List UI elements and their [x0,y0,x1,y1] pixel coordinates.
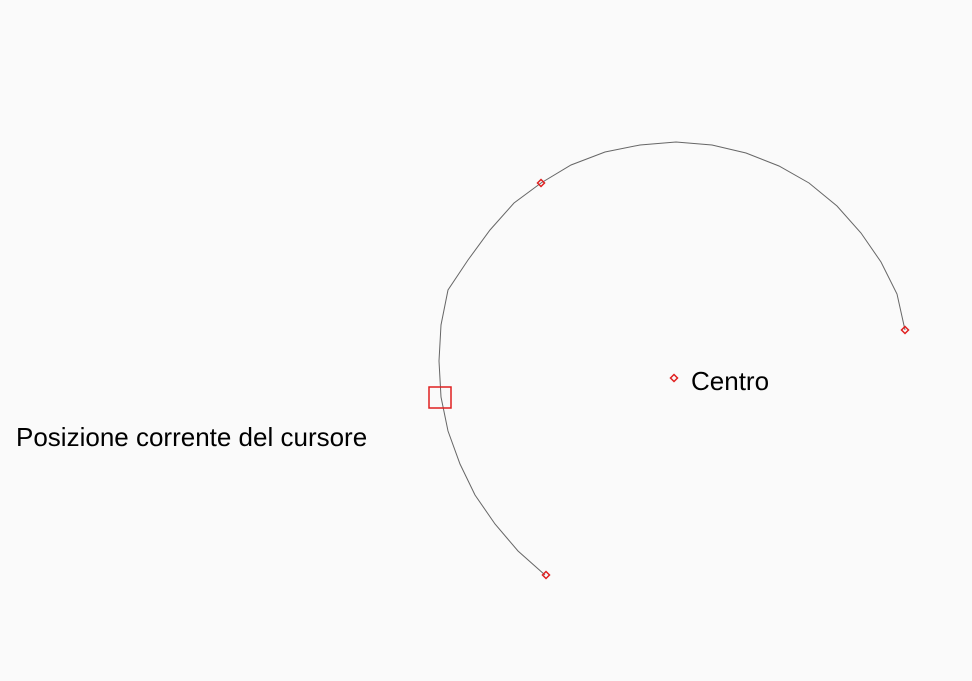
arc-mid-point[interactable] [536,178,546,188]
cursor-position-label: Posizione corrente del cursore [16,422,368,452]
diamond-point-icon [669,373,679,383]
arc-end-point[interactable] [900,325,910,335]
diamond-point-icon [541,570,551,580]
square-cursor-icon[interactable] [428,386,452,409]
center-point[interactable] [669,373,679,383]
diamond-point-icon [536,178,546,188]
center-label: Centro [691,366,770,396]
arc-curve [438,141,906,576]
diamond-point-icon [900,325,910,335]
arc-start-point[interactable] [541,570,551,580]
